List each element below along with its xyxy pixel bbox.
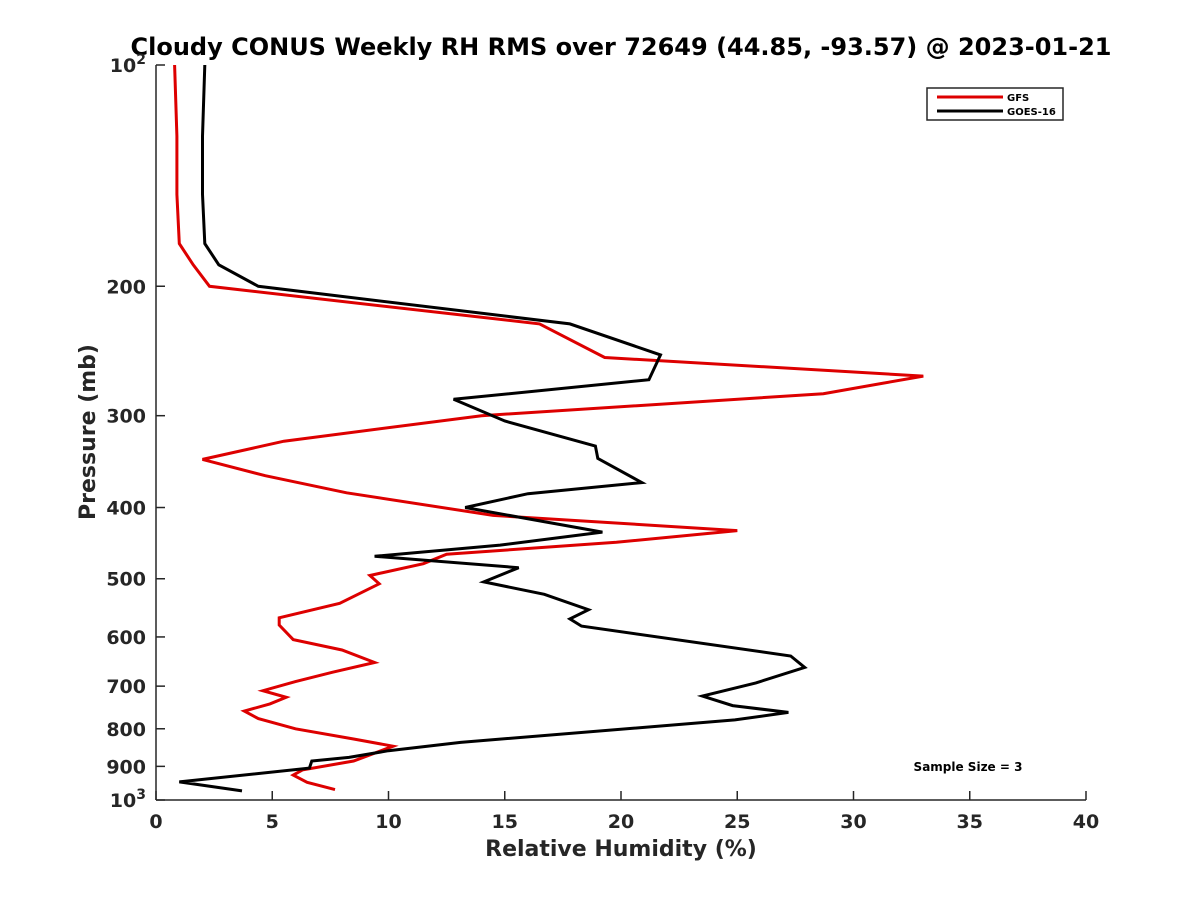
y-tick-label: 300 [106,406,146,428]
y-axis-label: Pressure (mb) [76,344,101,520]
x-tick-label: 40 [1073,811,1099,833]
series-line-gfs [173,64,924,792]
y-tick-label: 200 [106,276,146,298]
x-tick-label: 25 [724,811,750,833]
y-tick-label: 103 [110,787,146,812]
y-tick-label: 400 [106,498,146,520]
x-tick-label: 10 [375,811,401,833]
y-tick-label: 900 [106,756,146,778]
x-axis-label: Relative Humidity (%) [485,837,757,862]
legend: GFS GOES-16 [926,87,1064,121]
plot-area: 0 5 10 15 20 25 30 35 40 102 200 300 400 500 600 700 800… [106,52,1099,833]
x-tick-label: 20 [608,811,634,833]
y-tick-label: 800 [106,719,146,741]
y-tick-label: 102 [110,52,146,77]
y-tick-label: 600 [106,627,146,649]
series-line-goes-16 [179,64,808,793]
legend-box [926,87,1064,121]
x-tick-label: 35 [957,811,983,833]
y-tick-label: 700 [106,676,146,698]
legend-label-gfs: GFS [1007,93,1029,104]
x-tick-label: 5 [266,811,279,833]
sample-size-annotation: Sample Size = 3 [914,760,1023,774]
chart-title: Cloudy CONUS Weekly RH RMS over 72649 (4… [131,33,1112,61]
x-tick-label: 0 [149,811,162,833]
x-tick-label: 30 [840,811,866,833]
x-tick-label: 15 [492,811,518,833]
legend-label-goes-16: GOES-16 [1007,107,1056,118]
y-tick-label: 500 [106,569,146,591]
